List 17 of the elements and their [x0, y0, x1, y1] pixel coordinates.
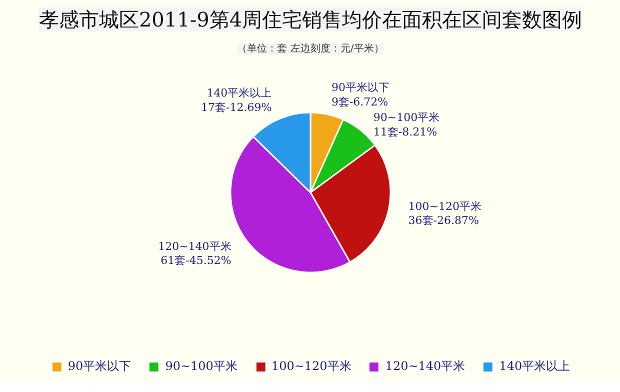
chart-title: 孝感市城区2011-9第4周住宅销售均价在面积在区间套数图例 — [38, 8, 582, 32]
slice-label: 120~140平米 — [158, 240, 232, 253]
slice-label: 140平米以上 — [206, 86, 272, 100]
data-label: 17套-12.69% — [201, 100, 272, 114]
data-label: 36套-26.87% — [408, 214, 479, 228]
legend-label: 120~140平米 — [385, 358, 466, 375]
data-label: 61套-45.52% — [160, 254, 232, 268]
legend-label: 140平米以上 — [499, 358, 570, 375]
chart-subtitle: （单位：套 左边刻度：元/平米） — [237, 42, 384, 54]
legend-label: 90~100平米 — [165, 358, 238, 375]
data-label: 11套-8.21% — [373, 125, 438, 138]
slice-label: 90~100平米 — [373, 111, 440, 124]
slice-label: 100~120平米 — [408, 200, 482, 213]
data-label: 9套-6.72% — [331, 95, 388, 108]
legend-label: 90平米以下 — [68, 358, 132, 375]
slice-label: 90平米以下 — [331, 81, 390, 94]
legend-label: 100~120平米 — [271, 358, 352, 375]
